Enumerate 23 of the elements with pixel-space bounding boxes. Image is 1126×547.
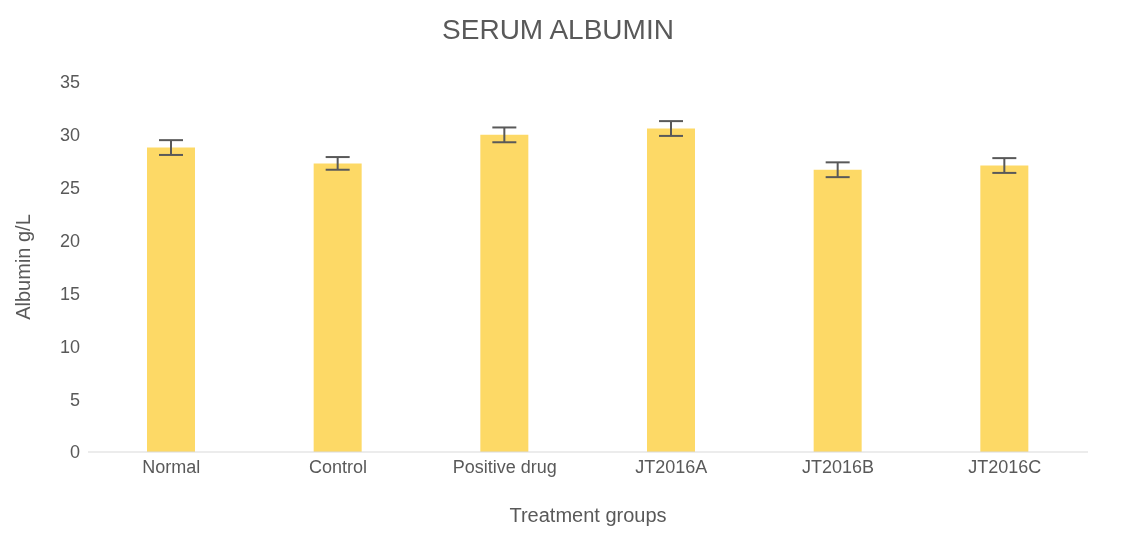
x-axis-title: Treatment groups bbox=[509, 504, 667, 526]
y-tick-label: 30 bbox=[59, 125, 80, 146]
x-tick-label: JT2016A bbox=[635, 456, 708, 477]
x-tick-label: Normal bbox=[142, 456, 201, 477]
x-tick-label: JT2016B bbox=[801, 456, 875, 477]
y-tick-label: 20 bbox=[59, 230, 80, 251]
y-tick-label: 5 bbox=[69, 389, 80, 410]
bar bbox=[813, 169, 862, 452]
bar bbox=[480, 134, 529, 452]
y-tick-label: 0 bbox=[69, 442, 80, 463]
x-tick-label: Control bbox=[308, 456, 368, 477]
y-tick-label: 25 bbox=[59, 178, 80, 199]
x-tick-label: Positive drug bbox=[452, 456, 557, 477]
x-tick-label: JT2016C bbox=[968, 456, 1042, 477]
bar bbox=[647, 128, 695, 452]
chart-title: SERUM ALBUMIN bbox=[441, 13, 675, 47]
y-axis-title: Albumin g/L bbox=[12, 214, 35, 320]
y-tick-label: 15 bbox=[59, 283, 80, 304]
y-tick-label: 10 bbox=[59, 336, 80, 357]
bar bbox=[313, 163, 362, 452]
bar bbox=[147, 147, 195, 452]
bar bbox=[980, 165, 1029, 452]
y-tick-label: 35 bbox=[59, 72, 80, 93]
